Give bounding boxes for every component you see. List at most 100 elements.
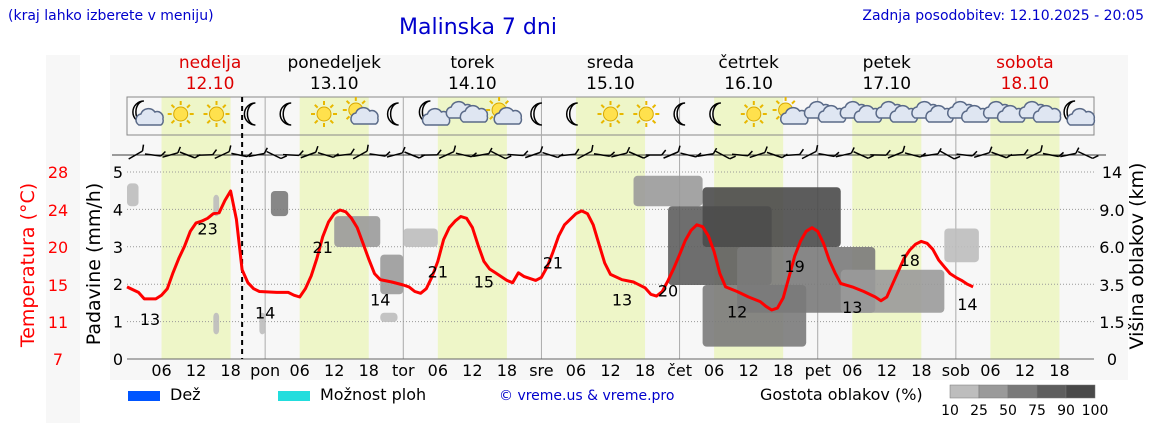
wind-barb — [315, 145, 319, 153]
cloud-block — [380, 312, 398, 322]
cloud-block — [633, 175, 703, 207]
cloud-block — [127, 183, 139, 207]
sun-ray — [616, 104, 621, 109]
moon-cloud-icon — [418, 100, 451, 126]
cloud-density-label: Gostota oblakov (%) — [760, 385, 923, 404]
sun-ray — [222, 119, 227, 124]
temperature-value-label: 13 — [140, 310, 160, 329]
x-day-label: sre — [529, 361, 553, 380]
wind-barb — [902, 145, 906, 153]
cloud-height-axis-tick: 6.0 — [1099, 238, 1124, 257]
cloud-height-axis-tick: 1.5 — [1099, 313, 1124, 332]
wind-barb — [1040, 145, 1043, 152]
moon-shape — [530, 102, 542, 126]
wind-barb — [505, 155, 512, 160]
sun-icon — [167, 101, 194, 127]
cloud-density-swatch — [1065, 384, 1096, 399]
cloud-icon — [839, 101, 883, 123]
sun-cloud-icon — [772, 97, 809, 125]
temperature-value-label: 21 — [313, 238, 333, 257]
day-name: nedelja — [179, 53, 241, 73]
temperature-axis-tick: 11 — [48, 313, 68, 332]
wind-barb — [280, 155, 288, 160]
sun-disc — [173, 106, 189, 122]
wind-barb — [350, 148, 355, 155]
cloud-shape — [421, 108, 451, 126]
rain-axis-title: Padavine (mm/h) — [83, 183, 105, 346]
cloud-block — [840, 269, 945, 313]
sun-ray — [791, 100, 796, 105]
x-day-label: sob — [942, 361, 970, 380]
rain-axis-tick: 3 — [113, 238, 123, 257]
wind-barb — [953, 155, 961, 160]
sun-ray — [743, 104, 749, 109]
x-day-label: čet — [667, 361, 692, 380]
cloud-shape — [350, 107, 379, 125]
sun-ray — [775, 100, 780, 105]
wind-barb — [488, 147, 493, 154]
wind-barb — [574, 148, 580, 155]
day-name: torek — [450, 53, 494, 73]
legend-storm-label: Možnost ploh — [320, 385, 427, 404]
wind-barb — [401, 146, 406, 154]
sun-ray — [489, 100, 494, 105]
temperature-axis-tick: 7 — [53, 350, 63, 369]
wind-barb — [212, 149, 218, 156]
cloud-height-axis-tick: 9.0 — [1099, 201, 1124, 220]
cloud-height-axis-title: Višina oblakov (km) — [1126, 163, 1148, 350]
cloud-density-tick: 75 — [1028, 403, 1046, 419]
cloud-density-swatch — [1036, 384, 1067, 399]
sun-disc — [746, 106, 762, 122]
day-name: četrtek — [718, 53, 779, 73]
sun-ray — [329, 104, 334, 109]
temperature-value-label: 13 — [612, 291, 632, 310]
x-hour-label: 06 — [842, 361, 862, 380]
wind-barb — [384, 151, 391, 157]
daylight-band — [990, 97, 1060, 359]
sun-ray — [206, 104, 211, 109]
wind-barb — [141, 144, 145, 152]
sun-ray — [743, 119, 749, 124]
x-hour-label: 06 — [566, 361, 586, 380]
cloud-density-swatch — [1007, 384, 1038, 399]
x-hour-label: 12 — [600, 361, 620, 380]
wind-barb — [867, 154, 875, 159]
wind-barb — [885, 149, 891, 156]
wind-barb — [366, 144, 369, 152]
cloud-block — [213, 194, 220, 217]
moon-cloud-icon — [1063, 100, 1096, 126]
wind-barb — [677, 145, 681, 153]
cloud-block — [259, 312, 266, 335]
cloud-icon — [947, 101, 990, 123]
sun-ray — [636, 104, 641, 109]
x-hour-label: 18 — [773, 361, 793, 380]
sun-icon — [633, 101, 660, 127]
sun-ray — [775, 115, 780, 120]
wind-barb — [263, 147, 268, 154]
legend-storm-swatch — [278, 391, 310, 401]
cloud-block — [944, 228, 979, 263]
sun-icon — [740, 101, 767, 127]
day-date: 13.10 — [310, 74, 359, 94]
sun-ray — [345, 115, 351, 120]
wind-barb — [298, 150, 304, 156]
x-hour-label: 12 — [1015, 361, 1035, 380]
wind-barb — [661, 149, 667, 156]
cloud-icon — [875, 101, 919, 123]
day-date: 17.10 — [862, 74, 911, 94]
sun-ray — [186, 119, 191, 124]
cloud-height-axis-tick: 0 — [1107, 350, 1117, 369]
daylight-band — [161, 97, 231, 359]
location-hint[interactable]: (kraj lahko izberete v meniju) — [8, 8, 214, 24]
cloud-block — [380, 254, 404, 295]
credit-link[interactable]: © vreme.us & vreme.pro — [499, 388, 675, 404]
cloud-shape — [493, 107, 523, 125]
moon-cloud-icon — [132, 100, 164, 126]
cloud-icon — [445, 101, 489, 123]
sun-ray — [759, 104, 764, 109]
cloud-icon — [1018, 101, 1062, 123]
day-date: 18.10 — [1001, 74, 1050, 94]
rain-axis-tick: 0 — [113, 350, 123, 369]
rain-axis-tick: 1 — [113, 313, 123, 332]
daylight-band — [852, 97, 922, 359]
